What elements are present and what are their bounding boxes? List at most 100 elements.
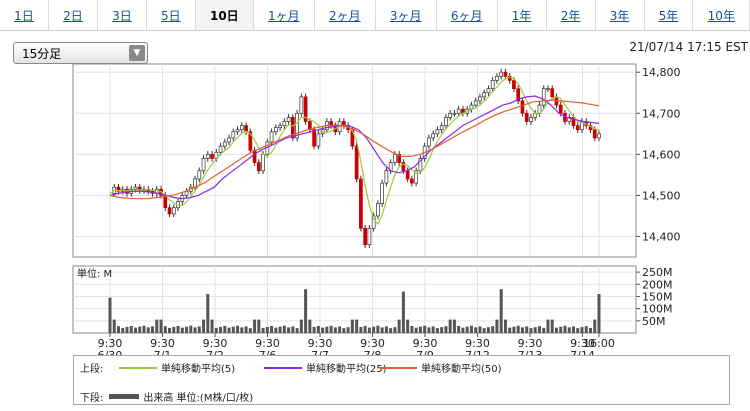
volume-bar — [236, 325, 240, 333]
ytick-label-price: 14,500 — [642, 189, 681, 202]
volume-bar — [503, 319, 507, 333]
tab-6[interactable]: 2ヶ月 — [315, 0, 376, 30]
volume-bar — [482, 328, 486, 333]
candle-body — [239, 125, 244, 131]
xtick-time-label: 9:30 — [413, 337, 438, 350]
candle-body — [316, 133, 321, 147]
volume-bar — [219, 326, 223, 333]
tab-9[interactable]: 1年 — [498, 0, 547, 30]
candle-body — [133, 186, 138, 190]
volume-bar — [486, 327, 490, 333]
candle-body — [205, 153, 210, 159]
tab-12[interactable]: 5年 — [645, 0, 694, 30]
volume-bar — [155, 319, 159, 333]
volume-bar — [423, 325, 427, 333]
volume-bar — [142, 325, 146, 333]
chevron-down-icon[interactable]: ▼ — [129, 45, 145, 61]
volume-bar — [312, 326, 316, 333]
candle-body — [197, 170, 202, 180]
tab-3[interactable]: 5日 — [147, 0, 196, 30]
volume-bar — [321, 327, 325, 333]
candle-body — [541, 88, 546, 106]
volume-bar — [440, 327, 444, 333]
candle-body — [495, 75, 499, 81]
tab-11[interactable]: 3年 — [596, 0, 645, 30]
volume-bar — [418, 326, 422, 333]
volume-bar — [384, 326, 388, 333]
candle-body — [546, 88, 550, 90]
volume-bar — [146, 327, 150, 333]
volume-bar — [457, 325, 461, 333]
volume-bar — [444, 326, 448, 333]
volume-bar — [431, 326, 435, 333]
legend-lower-label: 下段: — [80, 392, 104, 404]
candle-body — [550, 88, 555, 98]
candle-body — [439, 125, 444, 131]
volume-bar — [138, 326, 142, 333]
volume-plot-frame — [72, 265, 637, 334]
candle-body — [286, 117, 291, 122]
volume-bar — [121, 327, 125, 333]
xtick-date-label: 7/1 — [154, 349, 172, 355]
ma5-swatch — [119, 366, 157, 369]
tab-7[interactable]: 3ヶ月 — [376, 0, 437, 30]
candle-body — [171, 207, 176, 215]
volume-bar — [401, 291, 405, 333]
xtick-date-label: 7/9 — [416, 349, 434, 355]
candle-body — [303, 96, 308, 122]
tab-0[interactable]: 1日 — [0, 0, 49, 30]
volume-bar — [537, 326, 541, 333]
volume-bar — [125, 326, 129, 333]
volume-bar — [329, 325, 333, 333]
ma25-line — [109, 95, 600, 200]
volume-bar — [227, 327, 231, 333]
candle-body — [499, 71, 504, 77]
interval-select[interactable]: 15分足 ▼ — [13, 42, 148, 64]
tab-2[interactable]: 3日 — [98, 0, 147, 30]
volume-bar — [588, 327, 592, 333]
candle-body — [367, 227, 372, 246]
volume-bar — [193, 327, 197, 333]
volume-bar — [414, 327, 418, 333]
tab-10[interactable]: 2年 — [547, 0, 596, 30]
candle-body — [435, 129, 440, 135]
tab-5[interactable]: 1ヶ月 — [254, 0, 315, 30]
volume-bar — [546, 319, 550, 333]
volume-bar — [508, 327, 512, 333]
xtick-time-label: 9:30 — [308, 337, 333, 350]
tab-8[interactable]: 6ヶ月 — [437, 0, 498, 30]
candle-body — [469, 104, 474, 110]
xtick-time-label: 9:30 — [203, 337, 228, 350]
candle-body — [184, 190, 189, 196]
candle-body — [401, 162, 406, 172]
volume-bar — [274, 327, 278, 333]
volume-swatch — [109, 393, 140, 399]
volume-bar — [520, 327, 524, 333]
candle-body — [418, 158, 423, 172]
candle-body — [261, 153, 265, 172]
candle-body — [393, 153, 397, 163]
volume-bar — [571, 326, 575, 333]
ytick-label-volume: 250M — [642, 266, 673, 279]
ma5-line — [109, 76, 600, 226]
tab-1[interactable]: 2日 — [49, 0, 98, 30]
volume-bar — [427, 327, 431, 333]
candle-body — [256, 162, 261, 172]
candle-body — [252, 149, 257, 163]
volume-bar — [410, 325, 414, 333]
volume-bar — [597, 294, 601, 333]
ytick-label-volume: 200M — [642, 278, 673, 291]
volume-bar — [202, 319, 206, 333]
legend-upper-row: 上段: — [80, 360, 103, 375]
volume-bar — [338, 326, 342, 333]
candle-body — [312, 129, 316, 147]
volume-bar — [376, 325, 380, 333]
tab-4[interactable]: 10日 — [195, 0, 254, 30]
volume-bar — [367, 327, 371, 333]
volume-bar — [168, 327, 172, 333]
legend-ma50: 単純移動平均(50) — [379, 360, 502, 375]
volume-bar — [112, 319, 116, 333]
volume-bar — [389, 328, 393, 333]
candle-body — [414, 170, 419, 184]
volume-bar — [308, 319, 312, 333]
